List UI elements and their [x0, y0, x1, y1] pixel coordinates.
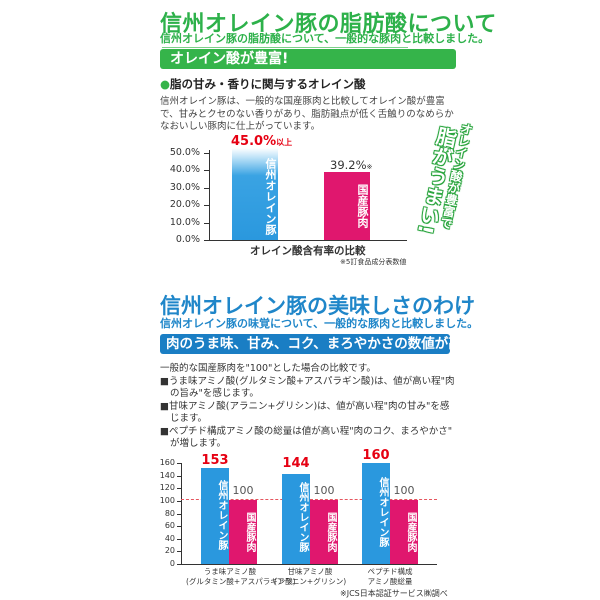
y-tick-label: 20.0%	[169, 199, 200, 211]
y-tick-label: 140	[159, 470, 175, 480]
y-tick-label: 40	[164, 533, 175, 543]
y-tick	[204, 240, 209, 241]
value-label: 144	[282, 456, 310, 471]
bar-label: 信州オレイン豚	[377, 477, 388, 547]
y-tick-label: 10.0%	[169, 216, 200, 228]
y-tick-label: 60	[164, 521, 175, 531]
divider	[162, 47, 408, 48]
bar-domestic-umami: 国産豚肉	[229, 500, 257, 564]
bar-domestic-peptide: 国産豚肉	[390, 500, 418, 564]
para-line: の旨み"を感じます。	[170, 388, 259, 399]
heading-text: 脂の甘み・香りに関与するオレイン酸	[170, 77, 366, 91]
category-line1: ペプチド構成	[367, 567, 413, 576]
para-line: ■うま味アミノ酸(グルタミン酸+アスパラギン酸)は、値が高い程"肉	[160, 375, 455, 387]
x-axis-label: オレイン酸含有率の比較	[250, 245, 366, 257]
value-label: 100	[393, 484, 415, 497]
value-text: 45.0%	[231, 134, 277, 149]
bar-label: 信州オレイン豚	[216, 480, 227, 550]
y-tick	[204, 222, 209, 224]
value-suffix: ※	[366, 163, 373, 171]
x-axis	[181, 564, 437, 565]
y-tick-label: 0.0%	[175, 234, 200, 245]
category-label-umami: うま味アミノ酸 (グルタミン酸+アスパラギン酸)	[186, 567, 296, 587]
category-label-peptide: ペプチド構成 アミノ酸総量	[360, 567, 420, 587]
bar-label: 信州オレイン豚	[297, 482, 308, 552]
y-tick-label: 160	[159, 458, 175, 467]
section2-paragraph: 一般的な国産豚肉を"100"とした場合の比較です。 ■うま味アミノ酸(グルタミン…	[160, 363, 455, 451]
y-tick	[177, 564, 181, 565]
y-tick-label: 100	[159, 495, 175, 505]
category-line1: うま味アミノ酸	[203, 567, 257, 576]
y-tick	[204, 170, 209, 172]
y-tick	[204, 205, 209, 207]
y-tick	[177, 551, 181, 553]
bar-domestic-sweet: 国産豚肉	[310, 500, 338, 564]
x-axis	[209, 240, 407, 241]
section1-banner: オレイン酸が豊富!	[160, 49, 456, 69]
value-label: 153	[201, 453, 229, 468]
value-text: 39.2%	[330, 158, 367, 172]
y-tick-label: 20	[164, 546, 175, 556]
bar-label: 国産豚肉	[244, 512, 255, 552]
section2-title: 信州オレイン豚の美味しさのわけ	[160, 294, 475, 318]
category-line1: 甘味アミノ酸	[287, 567, 333, 576]
y-tick	[177, 526, 181, 528]
para-line: ■ペプチド構成アミノ酸の総量は値が高い程"肉のコク、まろやかさ"	[160, 425, 453, 437]
y-tick-label: 50.0%	[169, 147, 200, 158]
source-note: ※5訂食品成分表数値	[340, 258, 407, 266]
callout-badge: オレイン酸が豊富で 脂がうまい!	[408, 118, 478, 238]
category-line2: (グルタミン酸+アスパラギン酸)	[186, 577, 296, 586]
section2-subtitle: 信州オレイン豚の味覚について、一般的な豚肉と比較しました。	[160, 317, 479, 330]
category-line2: (アラニン+グリシン)	[274, 577, 347, 586]
y-tick-label: 30.0%	[169, 181, 200, 193]
value-suffix: 以上	[276, 138, 293, 147]
bar-oleine-pig: 信州オレイン豚	[232, 148, 278, 240]
bar-oleine-peptide: 信州オレイン豚	[362, 463, 390, 564]
y-tick	[177, 513, 181, 515]
y-tick	[204, 153, 209, 154]
category-label-sweet: 甘味アミノ酸 (アラニン+グリシン)	[274, 567, 346, 587]
bar-domestic-pork: 国産豚肉	[324, 172, 370, 240]
value-label-oleine: 45.0%以上	[231, 134, 292, 149]
bar-oleine-sweet: 信州オレイン豚	[282, 474, 310, 564]
para-line: が増します。	[170, 438, 227, 449]
y-tick	[177, 500, 181, 502]
value-label-domestic: 39.2%※	[330, 158, 372, 172]
y-tick	[177, 463, 181, 464]
y-tick	[204, 187, 209, 189]
y-axis	[209, 150, 210, 241]
y-tick	[177, 488, 181, 490]
y-tick	[177, 538, 181, 540]
bar-label: 信州オレイン豚	[264, 158, 277, 235]
value-label: 100	[313, 484, 335, 497]
section2-banner: 肉のうま味、甘み、コク、まろやかさの数値が高い!	[160, 334, 481, 354]
y-tick-label: 80	[164, 508, 175, 518]
bullet-icon: ●	[160, 77, 171, 91]
section1-paragraph: 信州オレイン豚は、一般的な国産豚肉と比較してオレイン酸が豊富で、甘みとクセのない…	[160, 96, 454, 132]
para-line: 一般的な国産豚肉を"100"とした場合の比較です。	[160, 363, 376, 374]
bar-oleine-umami: 信州オレイン豚	[201, 468, 229, 564]
value-label: 100	[232, 484, 254, 497]
y-tick-label: 120	[159, 483, 175, 493]
para-line: じます。	[170, 413, 208, 424]
y-axis	[181, 463, 182, 565]
category-line2: アミノ酸総量	[367, 577, 413, 586]
section1-subtitle: 信州オレイン豚の脂肪酸について、一般的な豚肉と比較しました。	[160, 32, 490, 45]
source-note: ※JCS日本認証サービス㈱調べ	[340, 589, 448, 598]
value-label: 160	[362, 448, 390, 463]
y-tick-label: 40.0%	[169, 164, 200, 176]
para-line: ■甘味アミノ酸(アラニン+グリシン)は、値が高い程"肉の甘み"を感	[160, 400, 450, 412]
y-tick-label: 0	[169, 559, 175, 568]
bar-label: 国産豚肉	[405, 512, 416, 552]
section1-title: 信州オレイン豚の脂肪酸について	[160, 12, 497, 37]
bar-label: 国産豚肉	[325, 512, 336, 552]
y-tick	[177, 475, 181, 477]
section1-heading: ●脂の甘み・香りに関与するオレイン酸	[160, 76, 366, 92]
bar-label: 国産豚肉	[356, 184, 369, 228]
